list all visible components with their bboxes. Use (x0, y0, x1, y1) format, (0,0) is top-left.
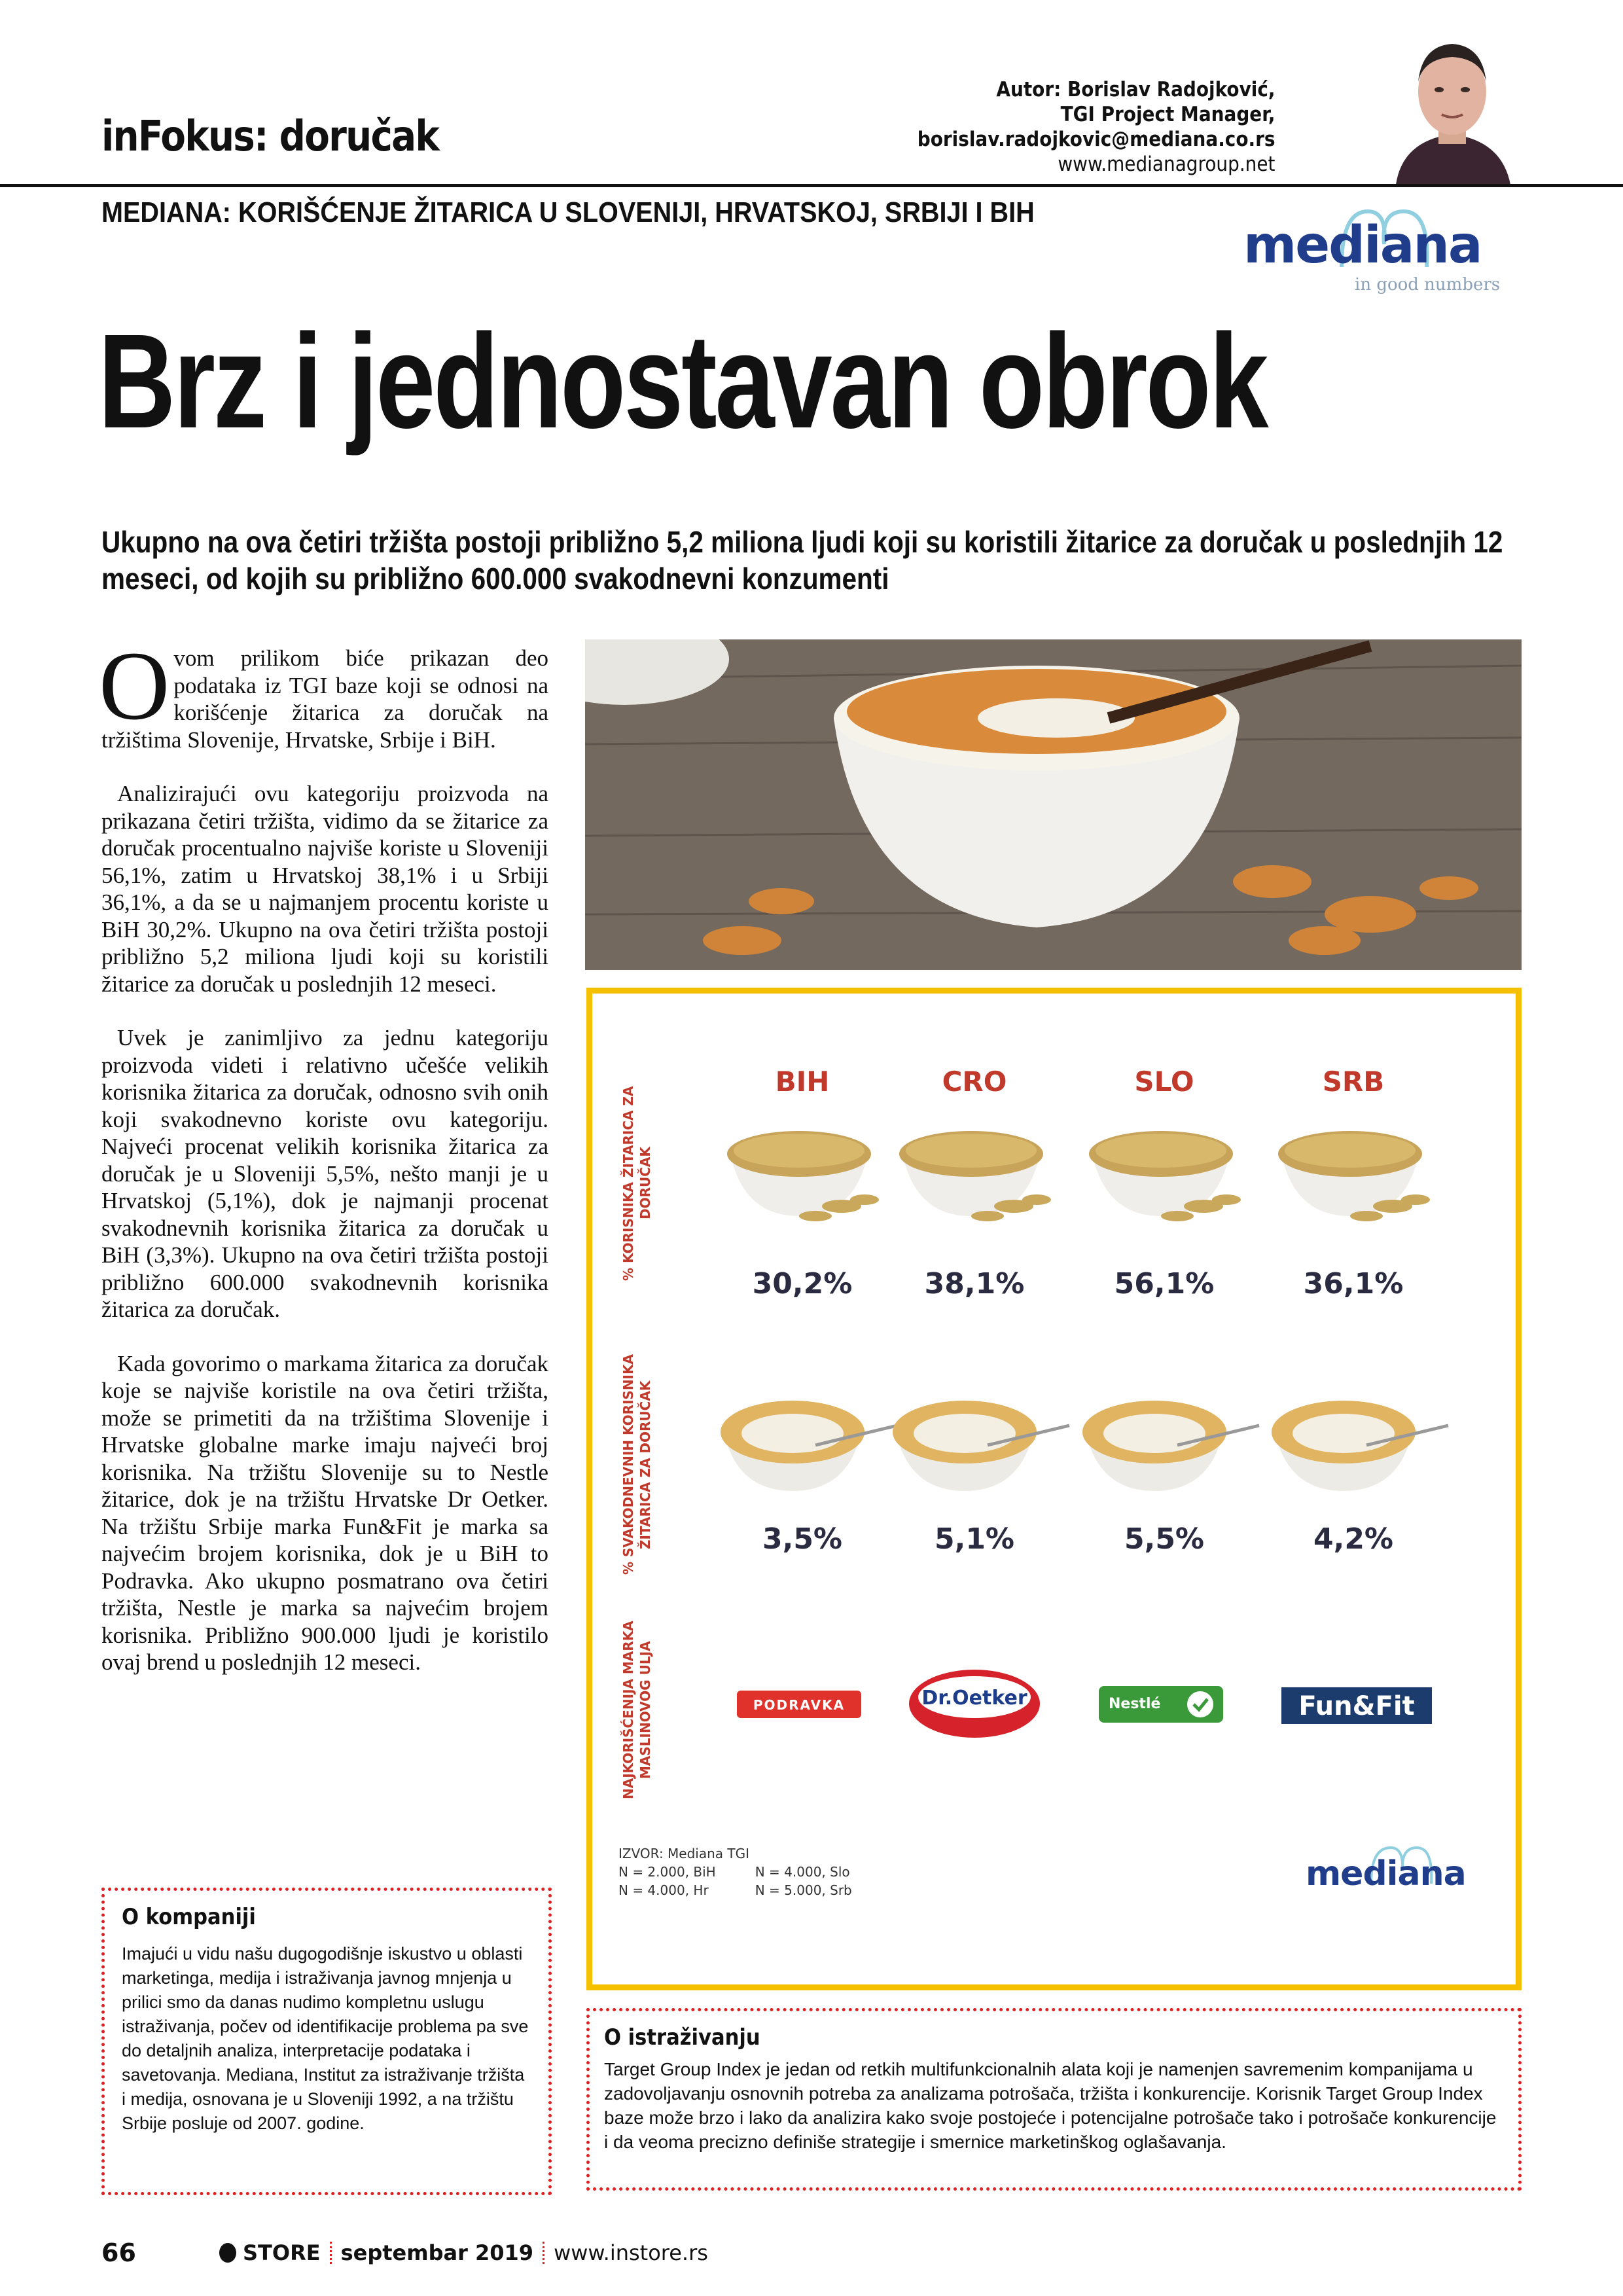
about-company-box: O kompaniji Imajući u vidu našu dugogodi… (101, 1888, 552, 2195)
author-photo (1383, 29, 1522, 185)
sample-bih: N = 2.000, BiH (618, 1864, 716, 1880)
brand-logo-1: PODRAVKA (717, 1668, 887, 1742)
svg-text:PODRAVKA: PODRAVKA (753, 1697, 845, 1713)
headline: Brz i jednostavan obrok (98, 306, 1269, 456)
author-website[interactable]: www.medianagroup.net (1057, 152, 1275, 176)
page-footer: 66 STORE septembar 2019 www.instore.rs (101, 2238, 708, 2267)
paragraph: Uvek je zanimljivo za jednu kategoriju p… (101, 1025, 548, 1322)
users-pct: 56,1% (1114, 1267, 1215, 1300)
sample-hr: N = 4.000, Hr (618, 1882, 709, 1898)
brand-logo-3: Nestlé (1079, 1668, 1249, 1742)
row-label-daily-users: % SVAKODNEVNIH KORISNIKA ŽITARICA ZA DOR… (620, 1354, 653, 1575)
box-title: O istraživanju (604, 2024, 760, 2051)
daily-users-pct: 5,1% (934, 1522, 1015, 1556)
lead-paragraph: Ukupno na ova četiri tržišta postoji pri… (101, 525, 1503, 596)
row-label-brand: NAJKORIŠĆENIJA MARKA MASLINOVOG ULJA (620, 1621, 653, 1800)
cereal-bowl-photo (585, 639, 1522, 970)
cereal-bowl-icon (717, 1118, 887, 1232)
cereal-bowl-icon (1268, 1118, 1438, 1232)
svg-text:Nestlé: Nestlé (1109, 1696, 1160, 1712)
svg-text:mediana: mediana (1243, 216, 1482, 275)
column-srb: SRB (1268, 1066, 1438, 1098)
author-email[interactable]: borislav.radojkovic@mediana.co.rs (917, 128, 1275, 151)
magazine-name: STORE (243, 2240, 321, 2265)
box-text: Target Group Index je jedan od retkih mu… (604, 2059, 1497, 2152)
users-pct: 30,2% (752, 1267, 853, 1300)
page-number: 66 (101, 2238, 136, 2267)
brand-logo-4: Fun&Fit (1268, 1668, 1438, 1742)
cereal-bowl-icon (889, 1118, 1060, 1232)
author-role: TGI Project Manager, (1060, 103, 1275, 126)
country-label: CRO (942, 1066, 1007, 1098)
daily-users-pct: 3,5% (762, 1522, 843, 1556)
svg-text:Fun&Fit: Fun&Fit (1298, 1691, 1414, 1721)
kicker: MEDIANA: KORIŠĆENJE ŽITARICA U SLOVENIJI… (101, 196, 1035, 228)
daily-users-pct: 5,5% (1124, 1522, 1205, 1556)
row-label-users: % KORISNIKA ŽITARICA ZA DORUČAK (620, 1086, 653, 1281)
header-rule (0, 184, 1623, 187)
milk-bowl-icon (1073, 1386, 1262, 1500)
instore-logo-icon (219, 2243, 236, 2263)
column-cro: CRO (889, 1066, 1060, 1098)
daily-users-pct: 4,2% (1313, 1522, 1394, 1556)
svg-text:mediana: mediana (1306, 1854, 1466, 1893)
milk-bowl-icon (883, 1386, 1073, 1500)
column-slo: SLO (1079, 1066, 1249, 1098)
users-pct: 36,1% (1303, 1267, 1404, 1300)
svg-text:Dr.Oetker: Dr.Oetker (921, 1687, 1027, 1710)
source-title: IZVOR: Mediana TGI (618, 1846, 750, 1861)
svg-text:in good numbers: in good numbers (1355, 275, 1500, 295)
box-text: Imajući u vidu našu dugogodišnje iskustv… (122, 1944, 529, 2133)
divider (543, 2242, 545, 2264)
milk-bowl-icon (711, 1386, 901, 1500)
mediana-logo-small: mediana (1306, 1844, 1489, 1906)
author-block: Autor: Borislav Radojković, TGI Project … (917, 77, 1275, 177)
infographic-columns: BIH CRO SLO SRB (717, 994, 1470, 1124)
mediana-logo: mediana in good numbers (1243, 205, 1525, 296)
magazine-url[interactable]: www.instore.rs (554, 2240, 708, 2265)
section-title: inFokus: doručak (101, 113, 440, 161)
milk-bowl-icon (1262, 1386, 1452, 1500)
divider (329, 2242, 332, 2264)
author-name: Autor: Borislav Radojković, (995, 78, 1275, 101)
box-title: O kompaniji (122, 1904, 256, 1930)
users-pct: 38,1% (924, 1267, 1025, 1300)
infographic: % KORISNIKA ŽITARICA ZA DORUČAK % SVAKOD… (586, 988, 1522, 1990)
sample-srb: N = 5.000, Srb (755, 1882, 852, 1898)
about-research-box: O istraživanju Target Group Index je jed… (586, 2008, 1522, 2191)
country-label: SRB (1322, 1066, 1385, 1098)
brand-logo-2: Dr.Oetker (889, 1668, 1060, 1742)
country-label: SLO (1134, 1066, 1194, 1098)
column-bih: BIH (717, 1066, 887, 1098)
drop-cap: O (99, 632, 170, 740)
source-note: IZVOR: Mediana TGI N = 2.000, BiH N = 4.0… (618, 1844, 852, 1899)
cereal-bowl-icon (1079, 1118, 1249, 1232)
paragraph: Analizirajući ovu kategoriju proizvoda n… (101, 781, 548, 997)
paragraph: Kada govorimo o markama žitarica za doru… (101, 1350, 548, 1676)
country-label: BIH (775, 1066, 830, 1098)
sample-slo: N = 4.000, Slo (755, 1864, 850, 1880)
issue-date: septembar 2019 (340, 2240, 534, 2265)
